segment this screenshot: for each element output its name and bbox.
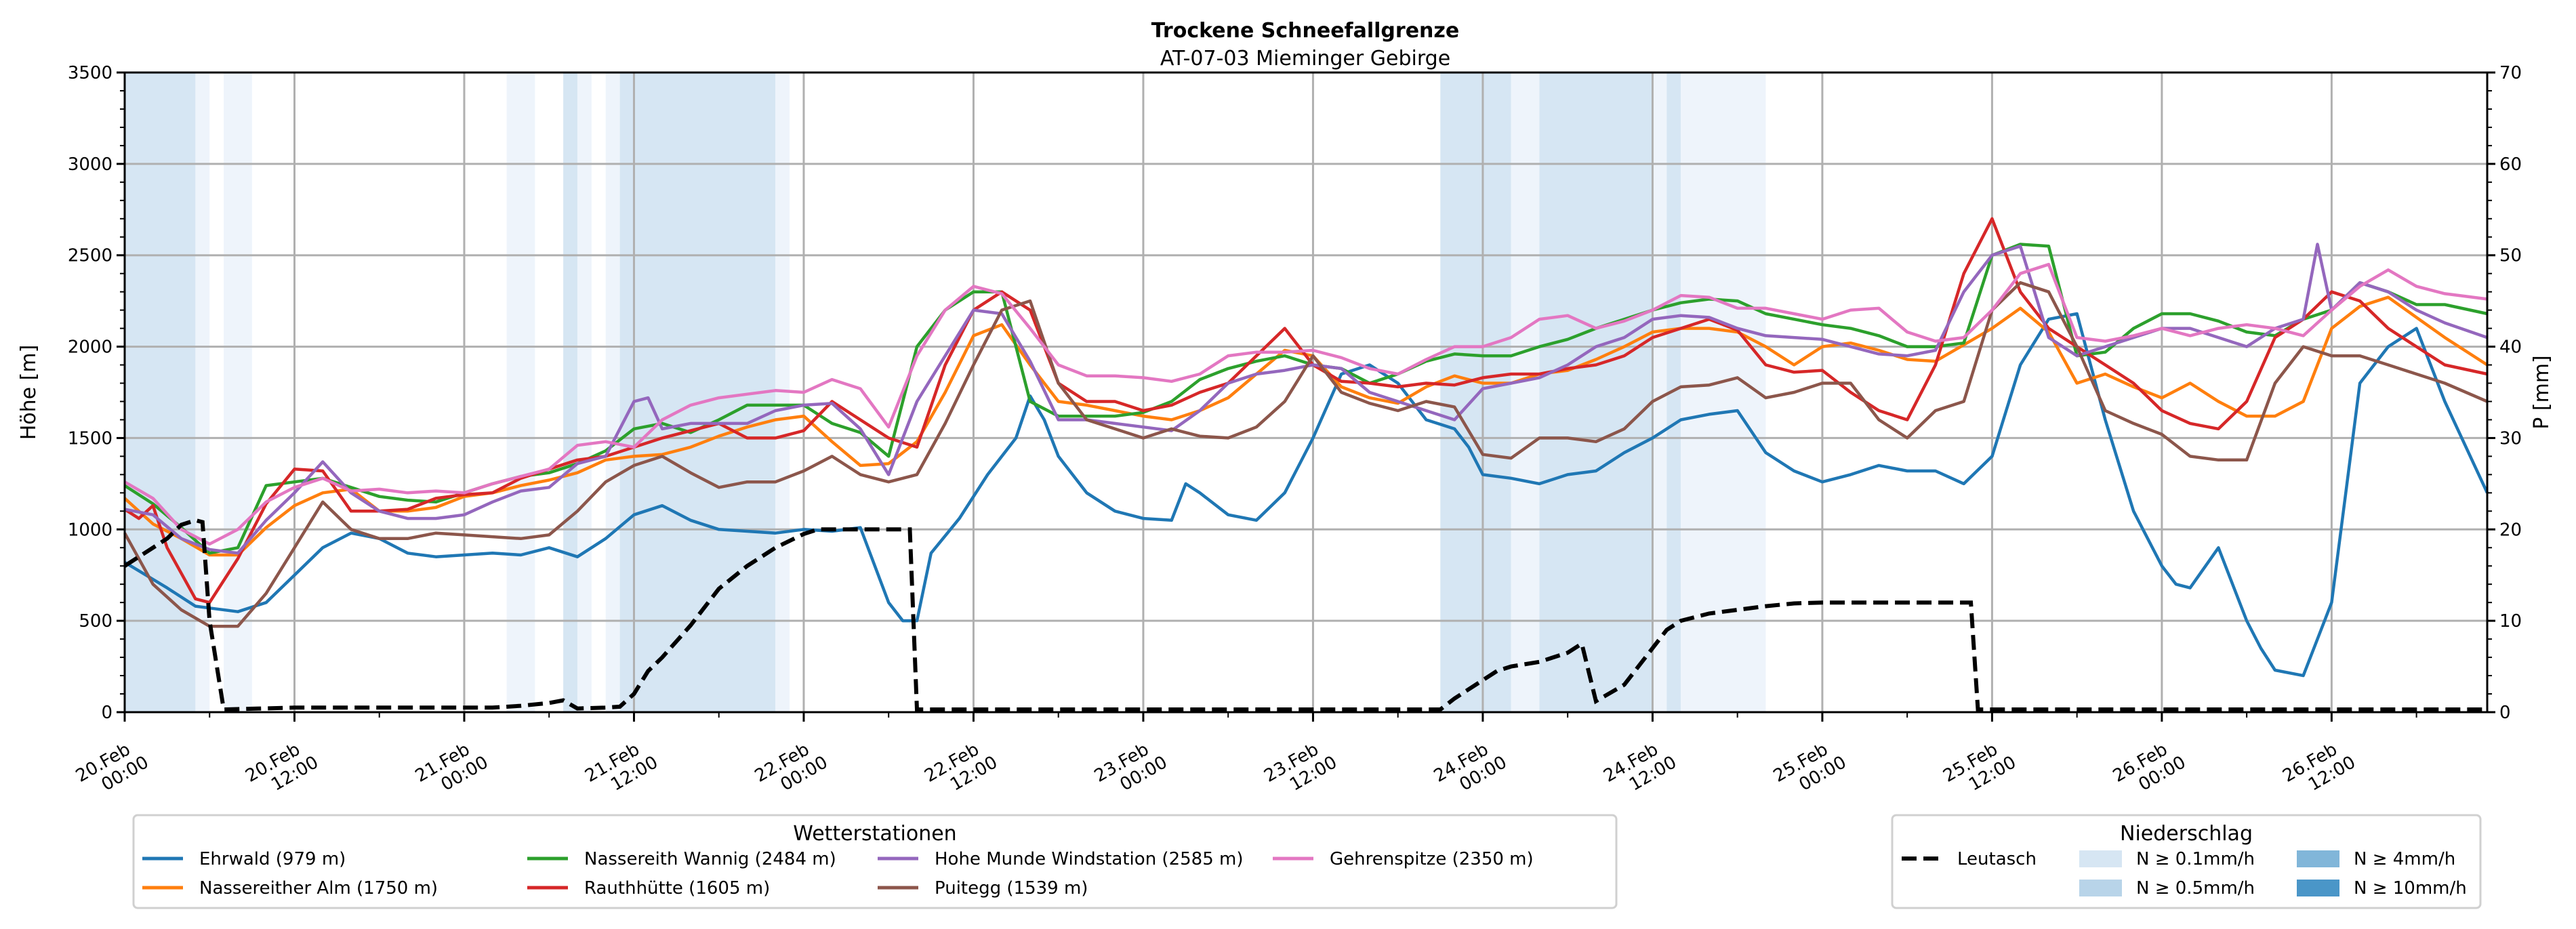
legend-precip-swatch-3 [2297,850,2339,867]
series-line-6 [123,262,2488,546]
series-line-1 [123,295,2489,557]
legend-stations-title: Wetterstationen [793,822,956,846]
legend-label-4: Hohe Munde Windstation (2585 m) [935,849,1243,869]
legend-label-3: Rauthhütte (1605 m) [584,878,770,899]
station-lines [123,217,2489,678]
legend-precip-title: Niederschlag [2120,822,2253,846]
legend-label-2: Nassereith Wannig (2484 m) [584,849,836,869]
y-tick-label: 500 [79,611,113,632]
precip-band [1511,73,1540,712]
legend-precip-label-2: N ≥ 0.5mm/h [2136,878,2255,899]
precip-bands [125,73,1766,712]
precip-band [125,73,196,712]
legend-precip: Niederschlag Leutasch N ≥ 0.1mm/h N ≥ 0.5m… [1891,814,2482,909]
y2-tick-label: 40 [2499,337,2522,358]
precip-band [577,73,592,712]
y2-tick-label: 10 [2499,611,2522,632]
precip-line-group [123,518,2487,712]
legend-precip-swatch-1 [2079,850,2122,867]
legend-label-6: Gehrenspitze (2350 m) [1330,849,1534,869]
series-line-3 [123,217,2488,604]
precip-band [605,73,620,712]
precip-band [563,73,577,712]
legend-precip-label-1: N ≥ 0.1mm/h [2136,849,2255,869]
y-tick-label: 2500 [68,246,113,266]
y2-tick-label: 70 [2499,63,2522,83]
precip-band [1667,73,1681,712]
legend-precip-label-0: Leutasch [1957,849,2037,869]
y-tick-label: 3000 [68,154,113,175]
series-line-4 [124,243,2488,555]
chart-subtitle: AT-07-03 Mieminger Gebirge [1160,47,1450,70]
precip-band [224,73,252,712]
precip-band [1539,73,1653,712]
y2-tick-label: 20 [2499,520,2522,540]
y-axis-label: Höhe [m] [17,345,41,440]
precip-band [506,73,535,712]
precip-band [1681,73,1766,712]
grid-lines [125,73,2487,712]
series-line-0 [123,312,2489,678]
axes: 0 500 1000 1500 2000 2500 3000 3500 0 10 20 30 40 50 6… [68,63,2522,796]
legend-precip-label-4: N ≥ 10mm/h [2354,878,2467,899]
y2-axis-label: P [mm] [2530,355,2554,429]
y2-tick-label: 30 [2499,428,2522,449]
legend-stations: Wetterstationen Ehrwald (979 m) Nassereit… [132,814,1618,909]
legend-precip-swatch-2 [2079,880,2122,896]
legend-precip-swatch-4 [2297,880,2339,896]
precip-line-leutasch [123,518,2487,712]
chart-title: Trockene Schneefallgrenze [1151,19,1459,43]
precip-band [1440,73,1511,712]
y-tick-label: 0 [101,703,113,723]
plot-frame [123,71,2489,714]
y2-tick-label: 0 [2499,703,2511,723]
y2-tick-label: 50 [2499,246,2522,266]
legend-stations-frame [132,814,1618,909]
y-tick-label: 1000 [68,520,113,540]
y2-tick-label: 60 [2499,154,2522,175]
legend-label-0: Ehrwald (979 m) [199,849,346,869]
legend-label-5: Puitegg (1539 m) [935,878,1088,899]
y-tick-label: 1500 [68,428,113,449]
legend-label-1: Nassereither Alm (1750 m) [199,878,438,899]
legend-precip-label-3: N ≥ 4mm/h [2354,849,2455,869]
series-line-5 [123,281,2488,628]
y-tick-label: 2000 [68,337,113,358]
y-tick-label: 3500 [68,63,113,83]
precip-band [1652,73,1667,712]
